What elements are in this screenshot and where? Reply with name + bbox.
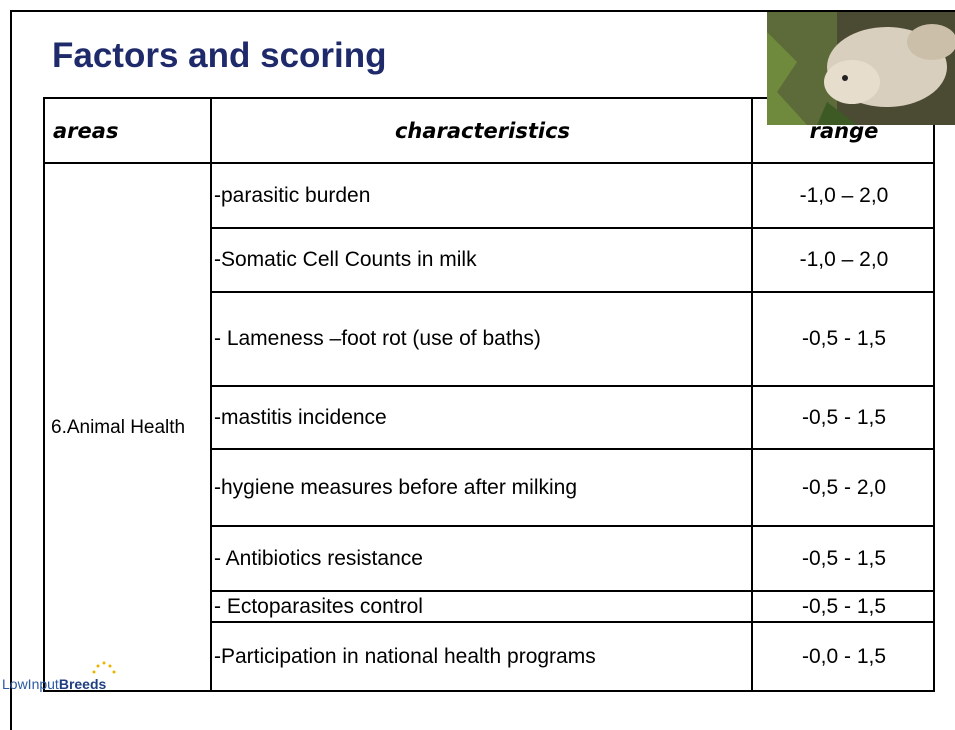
range-cell: -1,0 – 2,0 xyxy=(752,163,934,228)
logo-suffix: Breeds xyxy=(59,676,106,692)
characteristic-cell: - Ectoparasites control xyxy=(211,591,752,622)
range-cell: -0,5 - 1,5 xyxy=(752,386,934,449)
characteristic-cell: -parasitic burden xyxy=(211,163,752,228)
characteristic-cell: -mastitis incidence xyxy=(211,386,752,449)
logo-stars xyxy=(84,658,124,676)
characteristic-cell: -hygiene measures before after milking xyxy=(211,449,752,526)
range-cell: -0,5 - 1,5 xyxy=(752,292,934,386)
range-cell: -0,5 - 2,0 xyxy=(752,449,934,526)
logo-prefix: LowInput xyxy=(2,676,59,692)
sheep-photo xyxy=(767,12,955,125)
header-cell: areas xyxy=(44,98,211,163)
range-cell: -0,5 - 1,5 xyxy=(752,526,934,591)
slide-title: Factors and scoring xyxy=(52,36,387,76)
characteristic-cell: -Somatic Cell Counts in milk xyxy=(211,228,752,292)
area-cell: 6.Animal Health xyxy=(44,163,211,691)
range-cell: -1,0 – 2,0 xyxy=(752,228,934,292)
characteristic-cell: - Lameness –foot rot (use of baths) xyxy=(211,292,752,386)
header-cell: characteristics xyxy=(211,98,752,163)
range-cell: -0,5 - 1,5 xyxy=(752,591,934,622)
scoring-table: areas characteristics range 6.Animal Hea… xyxy=(43,97,935,692)
characteristic-cell: - Antibiotics resistance xyxy=(211,526,752,591)
range-cell: -0,0 - 1,5 xyxy=(752,622,934,691)
table-row: 6.Animal Health-parasitic burden-1,0 – 2… xyxy=(44,163,934,228)
characteristic-cell: -Participation in national health progra… xyxy=(211,622,752,691)
logo: LowInputBreeds xyxy=(2,676,106,692)
page: Factors and scoring areas characteristic… xyxy=(0,0,955,720)
